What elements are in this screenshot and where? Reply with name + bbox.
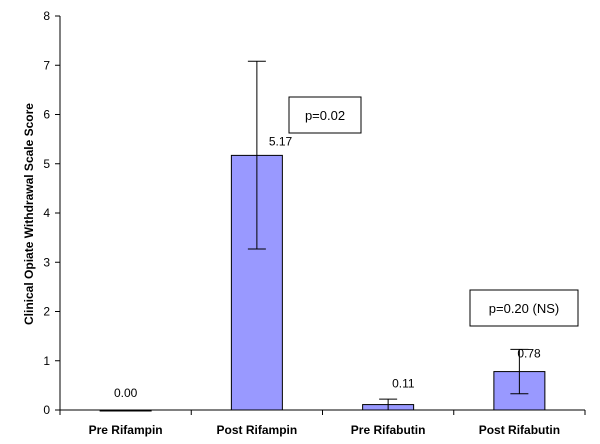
category-label: Post Rifampin (217, 423, 298, 437)
y-tick-label: 7 (43, 58, 50, 72)
category-labels: Pre Rifampin Post Rifampin Pre Rifabutin Po… (89, 423, 560, 437)
category-label: Pre Rifabutin (351, 423, 426, 437)
data-label: 5.17 (269, 134, 293, 148)
data-label: 0.00 (114, 386, 138, 400)
bars (99, 154, 546, 412)
annotation-rifabutin: p=0.20 (NS) (469, 289, 579, 327)
annotation-text: p=0.20 (NS) (489, 301, 559, 316)
y-tick-label: 0 (43, 403, 50, 417)
y-axis-ticks: 0 1 2 3 4 5 6 7 8 (43, 9, 586, 417)
annotation-box (469, 289, 579, 327)
error-bars (247, 60, 529, 411)
data-label: 0.11 (392, 377, 415, 391)
data-label: 0.78 (517, 347, 541, 361)
y-tick-label: 4 (43, 206, 50, 220)
y-tick-label: 1 (43, 354, 50, 368)
y-tick-label: 2 (43, 305, 50, 319)
annotation-rifampin: p=0.02 (288, 96, 362, 134)
y-tick-label: 6 (43, 108, 50, 122)
y-tick-label: 3 (43, 255, 50, 269)
annotation-text: p=0.02 (305, 108, 345, 123)
y-tick-label: 8 (43, 9, 50, 23)
y-tick-label: 5 (43, 157, 50, 171)
annotation-box (288, 96, 362, 134)
data-labels: 0.00 5.17 0.11 0.78 (114, 134, 541, 400)
category-label: Pre Rifampin (89, 423, 163, 437)
category-label: Post Rifabutin (479, 423, 560, 437)
y-axis-title: Clinical Opiate Withdrawal Scale Score (22, 103, 36, 325)
